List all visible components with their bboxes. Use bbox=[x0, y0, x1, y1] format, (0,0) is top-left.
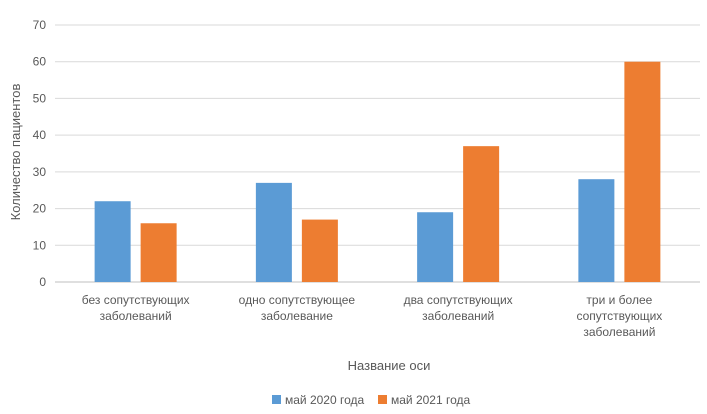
bar-series1-cat2 bbox=[255, 182, 292, 282]
legend-label: май 2021 года bbox=[391, 393, 471, 407]
bar-series2-cat1 bbox=[140, 223, 177, 282]
bars bbox=[94, 61, 661, 282]
legend-label: май 2020 года bbox=[285, 393, 365, 407]
y-tick-label: 60 bbox=[33, 55, 47, 69]
bar-series1-cat3 bbox=[417, 212, 454, 282]
bar-series2-cat2 bbox=[301, 219, 338, 282]
x-category-label: без сопутствующих bbox=[82, 293, 190, 307]
x-category-label: три и более bbox=[586, 293, 652, 307]
bar-series1-cat1 bbox=[94, 201, 131, 282]
y-tick-label: 40 bbox=[33, 128, 47, 142]
legend-swatch-series1 bbox=[272, 395, 281, 404]
y-tick-label: 50 bbox=[33, 91, 47, 105]
y-tick-label: 10 bbox=[33, 238, 47, 252]
x-axis-title: Название оси bbox=[348, 358, 431, 373]
x-category-label: заболеваний bbox=[422, 309, 494, 323]
y-tick-label: 70 bbox=[33, 18, 47, 32]
bar-series2-cat4 bbox=[624, 61, 661, 282]
y-tick-label: 0 bbox=[39, 275, 46, 289]
y-tick-label: 30 bbox=[33, 165, 47, 179]
x-category-label: сопутствующих bbox=[576, 309, 662, 323]
legend: май 2020 года май 2021 года bbox=[272, 393, 471, 407]
y-axis-title: Количество пациентов bbox=[8, 84, 23, 221]
x-category-label: заболеваний bbox=[583, 325, 655, 339]
legend-swatch-series2 bbox=[378, 395, 387, 404]
x-category-label: одно сопутствующее bbox=[239, 293, 356, 307]
y-axis-ticks: 0 10 20 30 40 50 60 70 bbox=[33, 18, 47, 289]
bar-series1-cat4 bbox=[578, 179, 615, 282]
x-axis-categories: без сопутствующих заболеваний одно сопутст… bbox=[82, 293, 663, 339]
y-tick-label: 20 bbox=[33, 202, 47, 216]
bar-series2-cat3 bbox=[463, 146, 500, 282]
x-category-label: заболеваний bbox=[100, 309, 172, 323]
x-category-label: заболевание bbox=[261, 309, 333, 323]
x-category-label: два сопутствующих bbox=[404, 293, 513, 307]
